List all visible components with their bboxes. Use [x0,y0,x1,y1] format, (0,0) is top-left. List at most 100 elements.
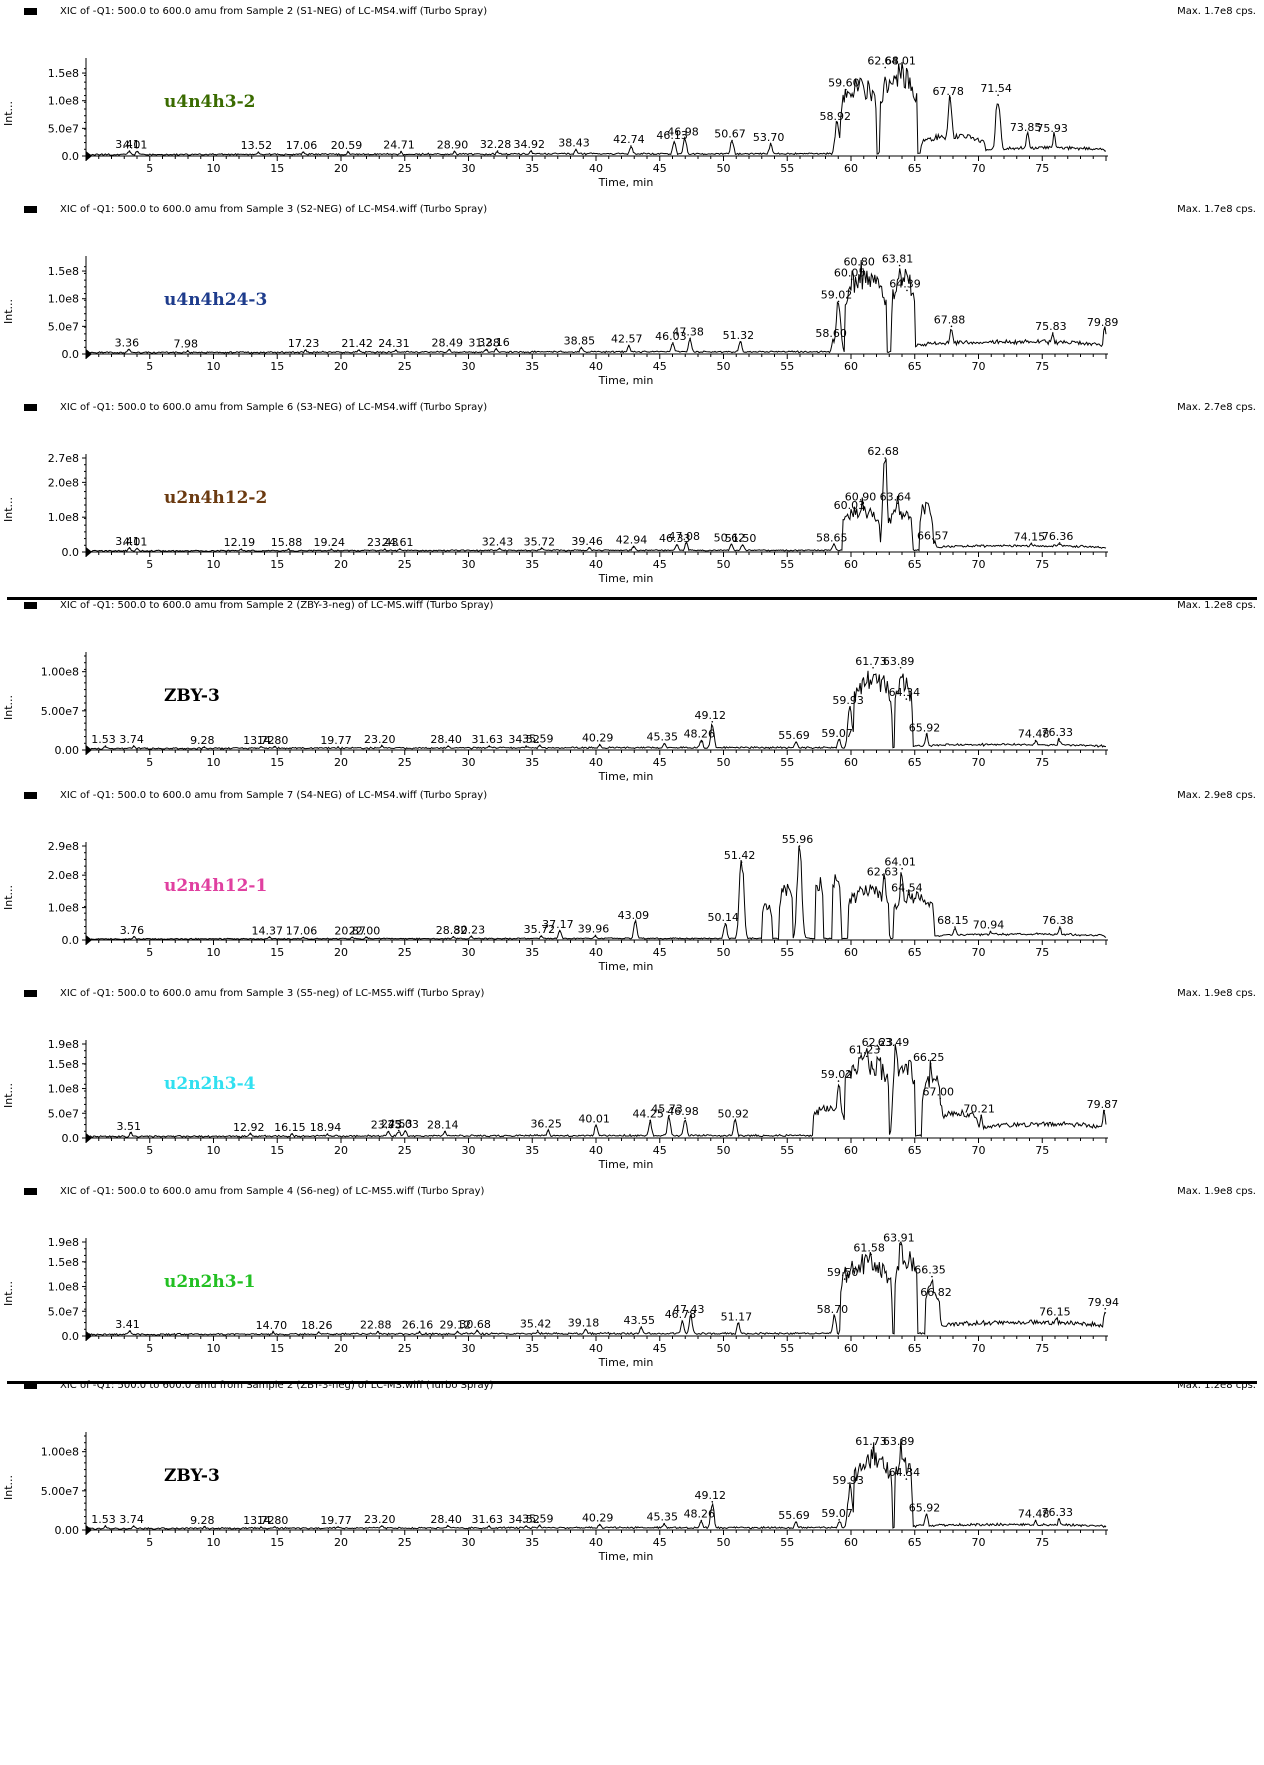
peak-apex [347,151,350,153]
peak-label: 51.17 [721,1311,753,1324]
peak-label: 22.00 [349,924,381,937]
peak-apex [538,744,541,747]
y-tick-label: 0.0 [62,1132,80,1145]
trace-color-marker [24,1382,37,1389]
x-tick-label: 50 [717,1536,731,1549]
peak-label: 53.70 [753,131,785,144]
peak-label: 64.34 [889,686,921,699]
peak-apex [496,150,499,152]
x-tick-label: 20 [334,162,348,175]
peak-label: 30.68 [459,1318,491,1331]
peak-label: 36.25 [530,1118,562,1131]
peak-label: 42.74 [613,133,645,146]
x-tick-label: 40 [589,1144,603,1157]
peak-apex [470,935,473,938]
peak-apex [257,151,260,153]
peak-apex [837,300,840,303]
peak-label: 55.96 [782,833,814,846]
peak-apex [133,935,135,938]
peak-apex [268,936,271,939]
x-tick-label: 30 [462,1144,476,1157]
peak-label: 64.01 [884,856,916,869]
x-tick-label: 75 [1035,360,1049,373]
peak-label: 35.59 [522,732,554,745]
peak-apex [588,547,590,549]
peak-apex [684,1117,686,1120]
trace-color-marker [24,990,37,997]
y-tick-label: 2.0e8 [48,869,79,882]
peak-apex [627,344,630,347]
x-tick-label: 25 [398,1342,412,1355]
peak-apex [1034,1519,1037,1522]
x-tick-label: 30 [462,1342,476,1355]
peak-label: 26.16 [402,1319,434,1332]
x-tick-label: 65 [908,360,922,373]
peak-apex [536,1329,539,1332]
x-tick-label: 50 [717,360,731,373]
x-tick-label: 45 [653,162,667,175]
panel-header: XIC of -Q1: 500.0 to 600.0 amu from Samp… [60,790,488,801]
peak-label: 32.28 [480,138,512,151]
x-tick-label: 15 [270,756,284,769]
peak-apex [724,922,727,925]
peak-apex [540,547,543,550]
peak-label: 20.87 [334,924,366,937]
peak-label: 43.55 [624,1314,656,1327]
chromatogram-panel-5: XIC of -Q1: 500.0 to 600.0 amu from Samp… [0,790,1264,988]
peak-label: 73.85 [1010,121,1042,134]
y-tick-label: 0.00 [55,744,80,757]
peak-apex [861,502,864,505]
peak-label: 3.41 [115,535,140,548]
x-tick-label: 35 [525,558,539,571]
peak-apex [249,1133,252,1135]
x-tick-label: 65 [908,1536,922,1549]
peak-apex [1056,1317,1058,1320]
peak-apex [685,542,688,544]
peak-label: 76.36 [1042,530,1074,543]
y-tick-label: 1.0e8 [48,511,79,524]
x-tick-label: 60 [844,946,858,959]
x-axis-label: Time, min [598,960,654,973]
peak-label: 24.31 [378,337,410,350]
x-tick-label: 10 [207,360,221,373]
peak-label: 17.23 [288,337,320,350]
x-tick-label: 65 [908,756,922,769]
peak-apex [931,1275,933,1278]
peak-label: 4.01 [123,536,148,549]
y-tick-label: 1.0e8 [48,902,79,915]
peak-apex [302,151,305,153]
xic-trace [85,259,1107,355]
peak-label: 47.08 [669,530,701,543]
peak-apex [730,543,733,546]
peak-apex [1034,739,1037,742]
peak-apex [838,739,840,741]
peak-label: 66.57 [917,529,949,542]
peak-apex [640,1326,643,1328]
peak-apex [302,936,305,939]
peak-apex [387,1130,390,1133]
peak-apex [672,342,674,344]
x-tick-label: 35 [525,1536,539,1549]
peak-apex [740,861,743,864]
peak-label: 76.15 [1039,1306,1071,1319]
peak-apex [741,544,744,546]
peak-label: 74.15 [1014,530,1046,543]
peak-apex [901,867,903,870]
x-tick-label: 75 [1035,162,1049,175]
peak-label: 63.89 [883,655,915,668]
x-tick-label: 75 [1035,1342,1049,1355]
x-tick-label: 55 [780,756,794,769]
peak-label: 61.58 [853,1241,885,1254]
peak-apex [845,88,847,91]
peak-label: 3.76 [120,924,145,937]
peak-label: 63.91 [883,1231,915,1244]
x-tick-label: 10 [207,946,221,959]
x-tick-label: 70 [972,1144,986,1157]
peak-label: 24.61 [382,536,414,549]
peak-apex [272,1331,275,1333]
peak-label: 3.74 [119,1513,144,1526]
xic-trace [85,1240,1107,1336]
peak-label: 32.16 [478,336,510,349]
peak-label: 13.52 [241,139,273,152]
y-tick-label: 1.9e8 [48,1236,79,1249]
